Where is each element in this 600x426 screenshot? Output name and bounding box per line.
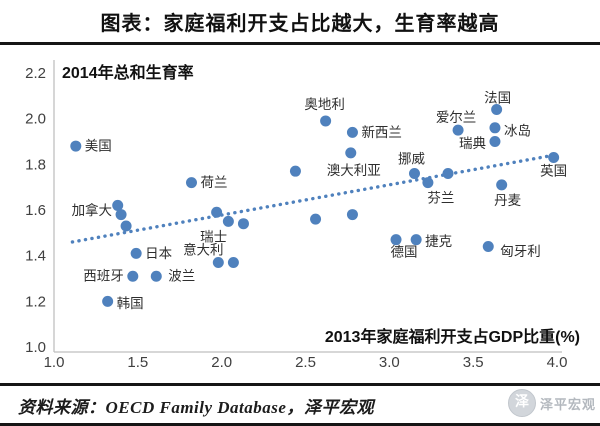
data-point xyxy=(112,199,124,211)
x-axis-title: 2013年家庭福利开支占GDP比重(%) xyxy=(325,327,580,346)
country-label: 丹麦 xyxy=(494,193,521,208)
country-label: 挪威 xyxy=(398,151,425,166)
brand-watermark-text: 泽平宏观 xyxy=(539,396,596,412)
brand-logo-icon: 泽 xyxy=(507,389,536,417)
chart-canvas: 1.0 1.2 1.4 1.6 1.8 2.0 2.2 1.0 1.5 2.0 2.5 3.0 3.5 4… xyxy=(25,60,580,371)
y-tick-label: 1.2 xyxy=(25,293,46,310)
country-label: 荷兰 xyxy=(200,175,227,190)
x-tick-label: 1.0 xyxy=(44,354,65,371)
data-point xyxy=(127,270,139,282)
figure-footer: 资料来源：OECD Family Database，泽平宏观 泽 泽平宏观 xyxy=(0,386,600,423)
data-point xyxy=(390,234,402,246)
x-tick-label: 2.5 xyxy=(295,354,316,371)
country-label: 韩国 xyxy=(117,296,144,311)
data-point xyxy=(345,147,357,159)
data-point xyxy=(452,124,464,136)
data-point xyxy=(548,151,560,163)
data-point xyxy=(422,177,434,189)
country-label: 捷克 xyxy=(425,234,452,249)
country-label: 爱尔兰 xyxy=(436,110,477,125)
country-label: 新西兰 xyxy=(361,125,402,140)
country-label: 波兰 xyxy=(168,269,195,284)
data-point xyxy=(227,257,239,269)
data-point xyxy=(496,179,508,191)
data-point xyxy=(120,220,132,232)
data-point xyxy=(150,270,162,282)
data-point xyxy=(289,165,301,177)
y-tick-label: 2.2 xyxy=(25,65,46,82)
country-label: 瑞典 xyxy=(459,136,486,151)
country-label: 加拿大 xyxy=(72,202,113,218)
data-point xyxy=(410,234,422,246)
data-point xyxy=(408,167,420,179)
country-label: 匈牙利 xyxy=(500,244,541,259)
y-axis-title: 2014年总和生育率 xyxy=(62,63,194,82)
page-title: 图表：家庭福利开支占比越大，生育率越高 xyxy=(100,12,500,35)
country-label: 芬兰 xyxy=(427,191,454,206)
y-tick-label: 1.4 xyxy=(25,248,46,265)
data-point xyxy=(346,126,358,138)
country-label: 美国 xyxy=(85,139,112,154)
trend-line xyxy=(70,153,556,244)
data-point xyxy=(237,218,249,230)
country-label: 奥地利 xyxy=(304,96,345,112)
data-point xyxy=(491,104,503,116)
data-point xyxy=(346,209,358,221)
data-point xyxy=(185,177,197,189)
data-point xyxy=(482,241,494,253)
country-label: 法国 xyxy=(484,91,511,106)
country-label: 瑞士 xyxy=(200,229,227,244)
country-label: 日本 xyxy=(145,246,172,261)
country-label: 意大利 xyxy=(183,242,224,258)
data-point xyxy=(489,136,501,147)
x-tick-label: 4.0 xyxy=(547,354,568,371)
x-tick-label: 3.0 xyxy=(379,354,400,371)
data-point xyxy=(212,257,224,269)
data-point xyxy=(115,209,127,221)
y-tick-label: 1.6 xyxy=(25,202,46,219)
brand-watermark: 泽 泽平宏观 xyxy=(507,389,596,417)
source-note: 资料来源：OECD Family Database，泽平宏观 xyxy=(18,398,374,417)
country-label: 西班牙 xyxy=(83,269,124,284)
y-tick-label: 1.8 xyxy=(25,156,46,173)
country-label: 澳大利亚 xyxy=(327,163,381,178)
y-tick-label: 1.0 xyxy=(25,339,46,356)
data-point xyxy=(310,213,322,225)
x-tick-label: 2.0 xyxy=(211,354,232,371)
data-point xyxy=(70,140,82,152)
scatter-chart: 1.0 1.2 1.4 1.6 1.8 2.0 2.2 1.0 1.5 2.0 2.5 3.0 3.5 4… xyxy=(0,45,600,386)
data-point xyxy=(211,206,223,218)
data-point xyxy=(442,167,454,179)
data-point xyxy=(102,295,114,307)
y-tick-label: 2.0 xyxy=(25,111,46,128)
figure-header: 图表：家庭福利开支占比越大，生育率越高 xyxy=(0,0,600,45)
data-point xyxy=(222,215,234,227)
data-point xyxy=(489,122,501,134)
x-tick-label: 1.5 xyxy=(127,354,148,371)
country-label: 德国 xyxy=(391,245,418,260)
x-tick-label: 3.5 xyxy=(463,354,484,371)
data-point xyxy=(320,115,332,127)
country-label: 冰岛 xyxy=(504,123,531,138)
country-label: 英国 xyxy=(540,162,567,178)
data-point xyxy=(130,247,142,259)
